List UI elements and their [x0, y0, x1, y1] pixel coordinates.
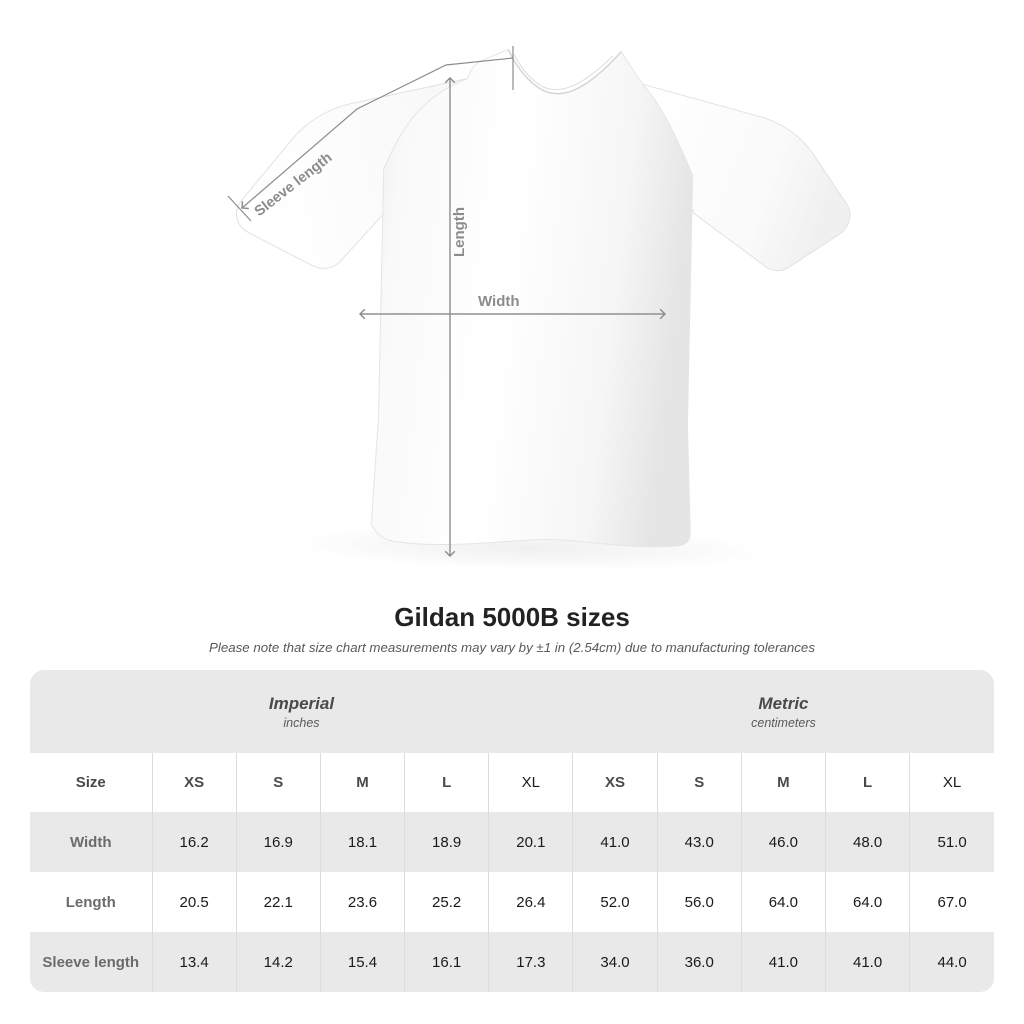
svg-text:Sleeve length: Sleeve length — [252, 150, 336, 220]
svg-text:Width: Width — [478, 293, 520, 310]
svg-text:Length: Length — [451, 207, 468, 257]
